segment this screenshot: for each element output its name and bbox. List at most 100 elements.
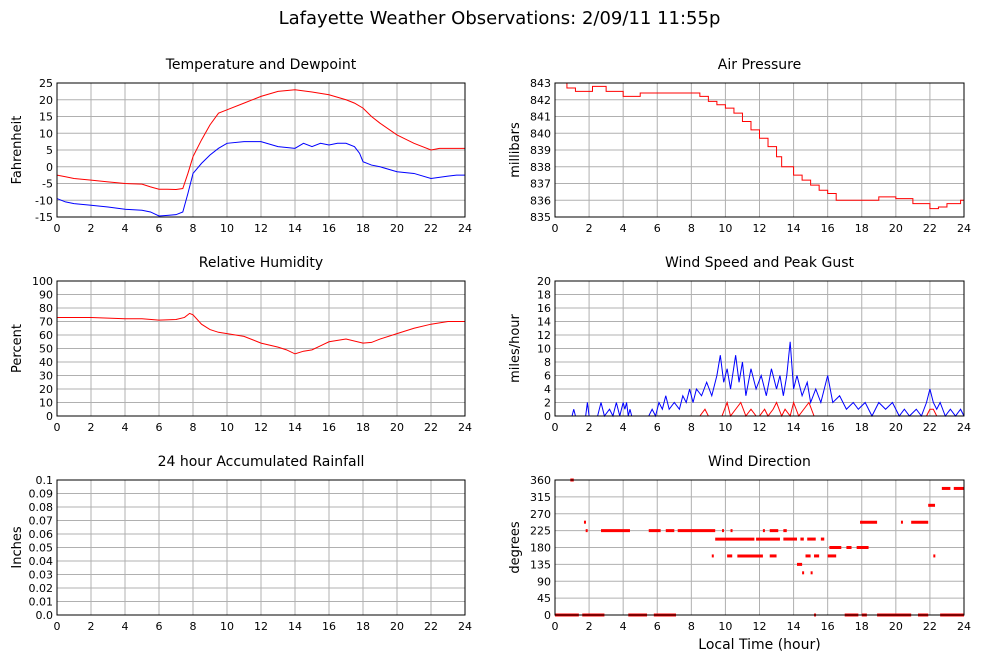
y-tick-label: 0.01 (29, 596, 54, 609)
x-tick-label: 14 (288, 620, 302, 633)
x-tick-label: 22 (923, 620, 937, 633)
y-tick-label: 0.05 (29, 542, 54, 555)
y-tick-label: 2 (544, 397, 551, 410)
y-tick-label: 840 (530, 127, 551, 140)
y-tick-label: 20 (537, 275, 551, 288)
x-tick-label: 2 (88, 421, 95, 434)
y-tick-label: 843 (530, 77, 551, 90)
pressure-chart: 0 2 4 6 8 10 12 14 16 18 20 22 248358368378388398408… (508, 57, 971, 235)
x-tick-label: 8 (688, 222, 695, 235)
y-tick-label: 225 (530, 525, 551, 538)
x-tick-label: 4 (122, 222, 129, 235)
y-axis-label: Fahrenheit (10, 116, 25, 185)
x-tick-label: 22 (923, 421, 937, 434)
x-tick-label: 10 (718, 421, 732, 434)
y-tick-label: 100 (32, 275, 53, 288)
chart-title: Air Pressure (718, 57, 801, 73)
x-tick-label: 24 (957, 222, 971, 235)
y-tick-label: 45 (537, 592, 551, 605)
wind-plot-frame (554, 280, 965, 417)
x-tick-label: 8 (190, 222, 197, 235)
direction-chart: 0 2 4 6 8 10 12 14 16 18 20 22 240459013518022527031… (508, 454, 971, 653)
x-tick-label: 2 (586, 421, 593, 434)
y-tick-label: 10 (39, 127, 53, 140)
x-tick-label: 18 (356, 620, 370, 633)
y-tick-label: 838 (530, 161, 551, 174)
x-tick-label: 20 (390, 421, 404, 434)
y-tick-label: 0.04 (29, 555, 54, 568)
x-tick-label: 6 (156, 620, 163, 633)
x-tick-label: 20 (390, 620, 404, 633)
x-tick-label: 16 (322, 222, 336, 235)
y-tick-label: 837 (530, 178, 551, 191)
x-tick-label: 6 (156, 222, 163, 235)
x-tick-label: 0 (54, 620, 61, 633)
chart-title: Wind Speed and Peak Gust (665, 255, 854, 271)
y-tick-label: 270 (530, 508, 551, 521)
x-tick-label: 20 (889, 222, 903, 235)
rain-chart: 0 2 4 6 8 10 12 14 16 18 20 22 240.00.010.020.030.04… (10, 454, 472, 633)
x-tick-label: 6 (156, 421, 163, 434)
temp-series-line-1 (56, 141, 465, 217)
x-tick-label: 14 (787, 421, 801, 434)
x-tick-label: 24 (957, 421, 971, 434)
y-tick-label: 842 (530, 94, 551, 107)
humidity-series-line-0 (57, 312, 465, 355)
x-tick-label: 12 (753, 421, 767, 434)
x-tick-label: 0 (54, 421, 61, 434)
y-tick-label: 0 (46, 161, 53, 174)
x-tick-label: 24 (458, 421, 472, 434)
x-tick-label: 20 (390, 222, 404, 235)
x-tick-label: 18 (356, 421, 370, 434)
y-tick-label: 30 (39, 370, 53, 383)
direction-plot-frame (554, 479, 965, 616)
wind-chart: 0 2 4 6 8 10 12 14 16 18 20 22 2402468101214161820Wi… (508, 255, 971, 434)
x-tick-label: 20 (889, 421, 903, 434)
y-tick-label: 0.08 (29, 501, 54, 514)
x-tick-label: 14 (288, 421, 302, 434)
x-tick-label: 4 (122, 421, 129, 434)
y-tick-label: 841 (530, 111, 551, 124)
x-tick-label: 18 (855, 620, 869, 633)
x-tick-label: 16 (821, 222, 835, 235)
x-tick-label: 4 (620, 222, 627, 235)
x-tick-label: 2 (586, 620, 593, 633)
y-tick-label: 0.09 (29, 488, 54, 501)
humidity-plot-frame (56, 280, 466, 417)
y-tick-label: 14 (537, 316, 551, 329)
y-tick-label: 40 (39, 356, 53, 369)
y-axis-label: miles/hour (508, 313, 523, 382)
x-tick-label: 18 (855, 421, 869, 434)
x-tick-label: 6 (654, 620, 661, 633)
y-tick-label: 0 (544, 410, 551, 423)
y-axis-label: millibars (508, 122, 523, 178)
x-tick-label: 10 (718, 222, 732, 235)
humidity-chart: 0 2 4 6 8 10 12 14 16 18 20 22 240102030405060708090… (10, 255, 472, 434)
y-tick-label: -15 (35, 211, 53, 224)
chart-title: Temperature and Dewpoint (165, 57, 357, 73)
y-tick-label: 839 (530, 144, 551, 157)
x-tick-label: 2 (88, 222, 95, 235)
y-tick-label: 0.0 (36, 609, 54, 622)
x-tick-label: 18 (356, 222, 370, 235)
x-tick-label: 12 (753, 620, 767, 633)
x-tick-label: 0 (552, 620, 559, 633)
y-tick-label: 6 (544, 370, 551, 383)
y-tick-label: 135 (530, 558, 551, 571)
y-tick-label: 15 (39, 111, 53, 124)
page-title: Lafayette Weather Observations: 2/09/11 … (278, 8, 721, 29)
x-tick-label: 0 (552, 222, 559, 235)
y-tick-label: 60 (39, 329, 53, 342)
y-axis-label: degrees (508, 521, 523, 574)
y-tick-label: 80 (39, 302, 53, 315)
x-tick-label: 14 (288, 222, 302, 235)
x-tick-label: 4 (122, 620, 129, 633)
chart-title: 24 hour Accumulated Rainfall (158, 454, 365, 470)
chart-title: Relative Humidity (199, 255, 323, 271)
x-tick-label: 16 (821, 421, 835, 434)
y-axis-label: Inches (10, 526, 25, 568)
wind-series-line-0 (555, 341, 965, 418)
y-tick-label: 20 (39, 383, 53, 396)
x-tick-label: 10 (220, 222, 234, 235)
y-tick-label: 0 (46, 410, 53, 423)
